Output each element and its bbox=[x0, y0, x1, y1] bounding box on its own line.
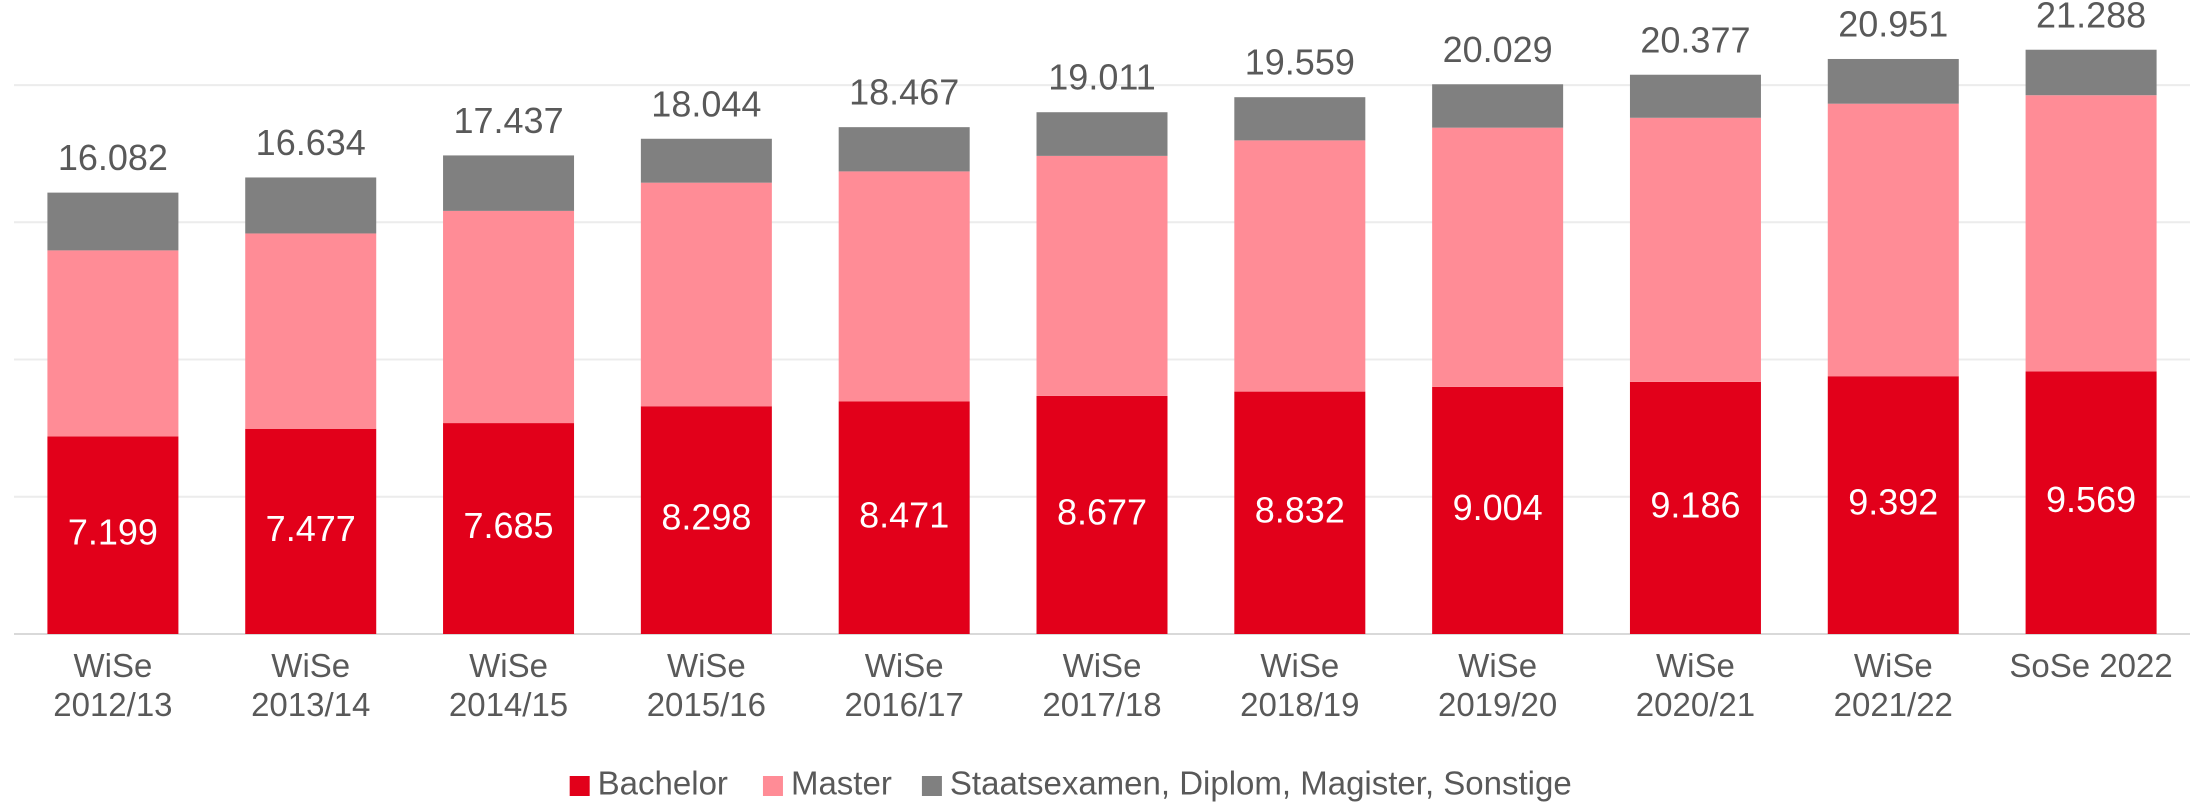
legend-label: Staatsexamen, Diplom, Magister, Sonstige bbox=[950, 765, 1572, 802]
bar-segment bbox=[2025, 371, 2157, 634]
bar-segment bbox=[1036, 112, 1168, 156]
bar-segment bbox=[47, 436, 179, 634]
bar-segment bbox=[245, 428, 377, 634]
value-label: 7.685 bbox=[463, 505, 553, 546]
total-label: 20.951 bbox=[1838, 3, 1948, 44]
bar-segment bbox=[640, 138, 772, 183]
x-tick-label: WiSe 2015/16 bbox=[646, 647, 766, 723]
legend-swatch bbox=[569, 776, 590, 796]
bar-segment bbox=[443, 155, 575, 211]
bar-segment bbox=[245, 233, 377, 429]
bar-segment bbox=[1234, 97, 1366, 141]
value-label: 8.471 bbox=[859, 494, 949, 535]
total-label: 18.467 bbox=[849, 72, 959, 113]
total-label: 19.011 bbox=[1048, 57, 1155, 98]
value-label: 8.677 bbox=[1057, 491, 1147, 532]
value-label: 9.392 bbox=[1848, 482, 1938, 523]
bar-segment bbox=[1234, 391, 1366, 634]
bar-segment bbox=[1432, 127, 1564, 387]
total-label: 19.559 bbox=[1245, 42, 1355, 83]
bar-segment bbox=[1036, 155, 1168, 396]
bar-segment bbox=[1827, 58, 1959, 104]
bar-segment bbox=[640, 406, 772, 634]
bar-segment bbox=[640, 182, 772, 407]
total-label: 16.082 bbox=[58, 137, 168, 178]
bar-segment bbox=[47, 250, 179, 437]
bar-segment bbox=[2025, 95, 2157, 372]
legend-label: Master bbox=[791, 765, 892, 802]
bar-segment bbox=[1432, 386, 1564, 634]
x-tick-label: WiSe 2014/15 bbox=[448, 647, 569, 723]
bar-segment bbox=[2025, 49, 2157, 96]
legend-swatch bbox=[921, 776, 942, 796]
x-tick-label: WiSe 2016/17 bbox=[844, 647, 964, 723]
x-tick-label: WiSe 2020/21 bbox=[1635, 647, 1756, 723]
bar-segment bbox=[1036, 395, 1168, 634]
bar-segment bbox=[838, 171, 970, 402]
bar-segment bbox=[838, 401, 970, 634]
bar-segment bbox=[1629, 74, 1761, 118]
x-tick-label: WiSe 2018/19 bbox=[1240, 647, 1360, 723]
total-label: 20.377 bbox=[1640, 19, 1750, 60]
bar-segment bbox=[1629, 381, 1761, 634]
total-label: 16.634 bbox=[256, 122, 366, 163]
legend-swatch bbox=[762, 776, 783, 796]
bar-segment bbox=[443, 423, 575, 634]
x-tick-label: WiSe 2017/18 bbox=[1042, 647, 1162, 723]
x-tick-label: WiSe 2019/20 bbox=[1437, 647, 1558, 723]
total-label: 21.288 bbox=[2036, 0, 2146, 35]
bar-segment bbox=[47, 192, 179, 251]
value-label: 8.832 bbox=[1255, 489, 1345, 530]
value-label: 7.199 bbox=[68, 512, 158, 553]
bar-segment bbox=[245, 177, 377, 234]
x-tick-label: SoSe 2022 bbox=[2009, 647, 2173, 684]
value-label: 8.298 bbox=[661, 497, 751, 538]
x-tick-label: WiSe 2012/13 bbox=[53, 647, 173, 723]
legend-label: Bachelor bbox=[598, 765, 728, 802]
value-label: 7.477 bbox=[266, 508, 356, 549]
total-label: 18.044 bbox=[651, 83, 761, 124]
total-label: 20.029 bbox=[1443, 29, 1553, 70]
bar-segment bbox=[838, 127, 970, 172]
bar-segment bbox=[1629, 117, 1761, 382]
x-tick-label: WiSe 2013/14 bbox=[251, 647, 371, 723]
bar-segment bbox=[1827, 376, 1959, 634]
value-label: 9.569 bbox=[2046, 479, 2136, 520]
bar-segment bbox=[1827, 103, 1959, 377]
value-label: 9.186 bbox=[1650, 484, 1740, 525]
x-tick-label: WiSe 2021/22 bbox=[1833, 647, 1953, 723]
value-label: 9.004 bbox=[1453, 487, 1543, 528]
bar-segment bbox=[1234, 140, 1366, 392]
bar-segment bbox=[443, 210, 575, 424]
total-label: 17.437 bbox=[453, 100, 563, 141]
bar-segment bbox=[1432, 84, 1564, 128]
